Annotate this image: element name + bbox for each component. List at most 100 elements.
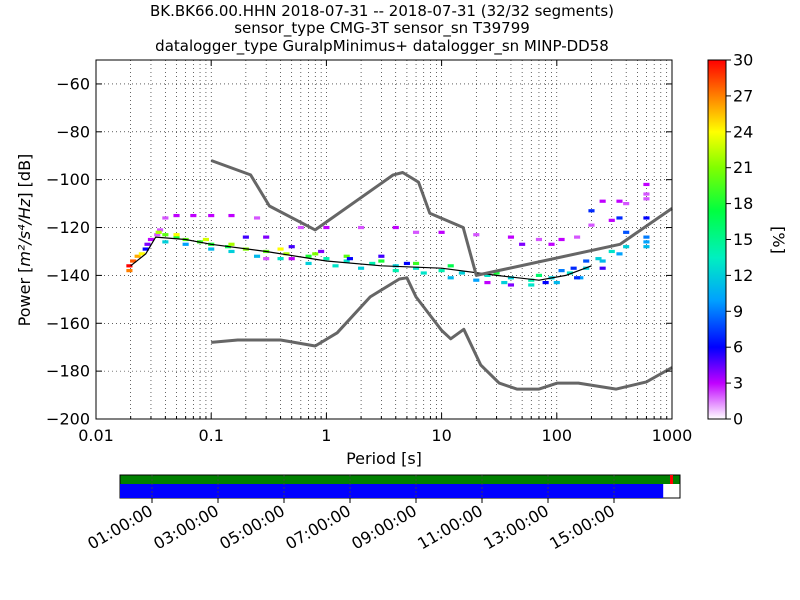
chart-title: BK.BK66.00.HHN 2018-07-31 -- 2018-07-31 … [150,2,614,56]
density-cell [643,245,650,249]
density-cell [202,237,209,242]
density-cell [208,247,215,251]
timeline-bottom-fill [120,484,664,498]
density-cell [182,242,189,246]
density-cell [507,276,515,280]
density-cell [147,237,155,242]
y-tick-label: −100 [46,170,90,189]
colorbar-tick-label: 15 [733,230,753,249]
y-axis-label-prefix: Power [ [15,267,34,327]
y-tick-label: −160 [46,314,90,333]
density-cell [392,225,399,230]
density-cell [570,266,577,270]
density-cell [599,199,606,203]
density-cell [228,213,235,218]
density-cell [253,254,261,258]
density-cell [616,199,623,203]
timeline-tick-label: 15:00:00 [546,501,618,553]
density-cell [228,249,235,254]
density-cell [228,242,235,246]
colorbar-tick-label: 24 [733,122,753,141]
colorbar-label: [%] [769,226,788,254]
density-cell [283,252,290,256]
density-cell [553,280,560,285]
y-axis-label-suffix: ] [dB] [15,154,34,199]
plot-frame [95,59,673,420]
curves [130,159,673,391]
density-cells [126,182,650,287]
y-axis-label-math: m²/s⁴/Hz [15,198,34,267]
density-cell [157,228,164,232]
axis-ticks: 0.01 0.1 1 10 100 1000 −60 −80 −100 −120 −140 −160 −… [46,60,692,445]
density-cell [358,225,365,230]
density-cell [358,266,365,270]
density-cell [608,218,615,222]
density-cell [643,192,650,196]
density-cell [130,259,137,263]
title-line-3: datalogger_type GuralpMinimus+ datalogge… [155,37,609,56]
colorbar-tick-label: 3 [733,374,743,393]
colorbar-tick-label: 12 [733,266,753,285]
density-cell [173,233,180,237]
density-cell [507,235,515,239]
density-cell [623,245,630,249]
density-cell [242,235,249,239]
density-cell [438,269,445,273]
timeline-top-marker [670,475,673,484]
density-cell [323,225,330,230]
y-tick-label: −80 [56,122,90,141]
density-cell [583,259,590,263]
density-cell [507,283,515,287]
timeline-tick-label: 03:00:00 [150,501,222,553]
y-tick-label: −120 [46,218,90,237]
density-cell [643,240,650,244]
density-cell [643,216,650,220]
density-cell [305,254,312,258]
density-cell [519,242,526,246]
noise-model-low [211,276,673,391]
density-cell [162,216,169,220]
x-tick-label: 100 [542,426,573,445]
density-cell [484,280,491,285]
density-cell [616,216,623,220]
x-tick-label: 10 [431,426,451,445]
y-tick-label: −200 [46,410,90,429]
timeline-tick-label: 05:00:00 [216,501,288,553]
density-cell [484,273,491,277]
density-cell [343,259,350,263]
density-cell [263,257,270,261]
x-tick-label: 0.1 [198,426,223,445]
density-cell [208,213,215,218]
density-cell [144,242,151,246]
density-cell [616,252,623,256]
density-cell [599,259,606,263]
timeline-tick-label: 13:00:00 [480,501,552,553]
density-cell [535,237,543,242]
density-cell [403,261,410,266]
density-cell [142,247,149,251]
density-cell [412,266,420,270]
colorbar-tick-label: 18 [733,194,753,213]
density-cell [378,254,385,258]
density-cell [548,242,555,246]
y-axis-label: Power [m²/s⁴/Hz] [dB] [15,154,34,327]
density-cell [369,261,376,266]
colorbar-tick-label: 21 [733,158,753,177]
density-cell [595,257,602,261]
density-cell [162,233,169,237]
density-cell [438,230,445,234]
density-cell [134,254,141,258]
density-cell [558,269,565,273]
y-tick-label: −180 [46,362,90,381]
density-cell [173,235,180,239]
density-cell [343,254,350,258]
density-cell [318,249,325,254]
density-cell [501,280,508,285]
density-cell [623,202,630,206]
colorbar-tick-label: 27 [733,86,753,105]
density-cell [447,264,454,268]
x-tick-label: 1 [321,426,331,445]
density-cell [305,261,312,266]
density-cell [599,266,606,270]
